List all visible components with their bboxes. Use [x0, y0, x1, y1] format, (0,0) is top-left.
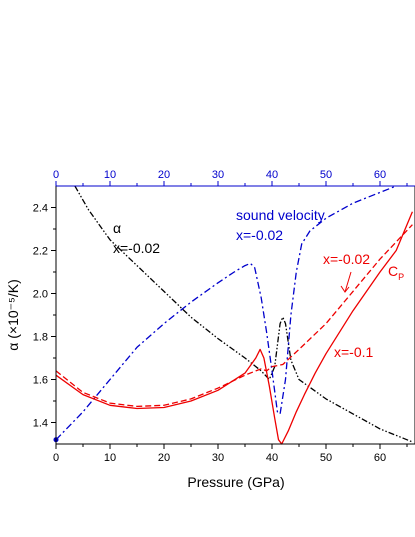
cp-sub: P [398, 272, 404, 282]
annotation-alpha-x: x=-0.02 [113, 240, 160, 256]
annotation-sound-title: sound velocity [236, 207, 325, 223]
y-tick-label: 1.6 [33, 375, 48, 387]
top-tick-label: 0 [53, 169, 59, 181]
annotation-cp-label: CP [388, 263, 404, 282]
annotation-cp-x002: x=-0.02 [323, 251, 370, 267]
x-axis-title: Pressure (GPa) [187, 474, 284, 490]
series-line-cp-x-0.02 [55, 224, 413, 408]
series-line-alpha [74, 185, 413, 443]
y-axis-title: α (×10⁻⁵/K) [5, 279, 21, 350]
top-tick-label: 20 [158, 169, 170, 181]
ticks-layer: 0 10 20 30 40 50 60 0 10 20 30 40 50 60 1.4 1.6 1.8 2.0 2.… [33, 169, 408, 464]
y-tick-label: 1.8 [33, 332, 48, 344]
series-layer [53, 185, 413, 445]
y-tick-label: 2.2 [33, 246, 48, 258]
x-tick-label: 0 [53, 452, 59, 464]
x-tick-label: 40 [266, 452, 278, 464]
series-line-sound-velocity [55, 185, 397, 441]
top-tick-label: 40 [266, 169, 278, 181]
annotation-arrow [340, 271, 352, 293]
x-tick-label: 50 [320, 452, 332, 464]
x-tick-label: 20 [158, 452, 170, 464]
annotation-alpha-symbol: α [113, 220, 121, 236]
y-tick-label: 2.0 [33, 289, 48, 301]
series-line-cp-x-0.1 [55, 211, 413, 445]
top-tick-label: 30 [212, 169, 224, 181]
x-tick-label: 60 [374, 452, 386, 464]
cp-main: C [388, 263, 398, 279]
y-tick-label: 1.4 [33, 418, 48, 430]
annotation-cp-x01: x=-0.1 [334, 344, 374, 360]
annotation-sound-x: x=-0.02 [236, 227, 283, 243]
x-tick-label: 10 [104, 452, 116, 464]
top-tick-label: 50 [320, 169, 332, 181]
top-tick-label: 10 [104, 169, 116, 181]
top-tick-label: 60 [374, 169, 386, 181]
y-tick-label: 2.4 [33, 203, 48, 215]
x-tick-label: 30 [212, 452, 224, 464]
